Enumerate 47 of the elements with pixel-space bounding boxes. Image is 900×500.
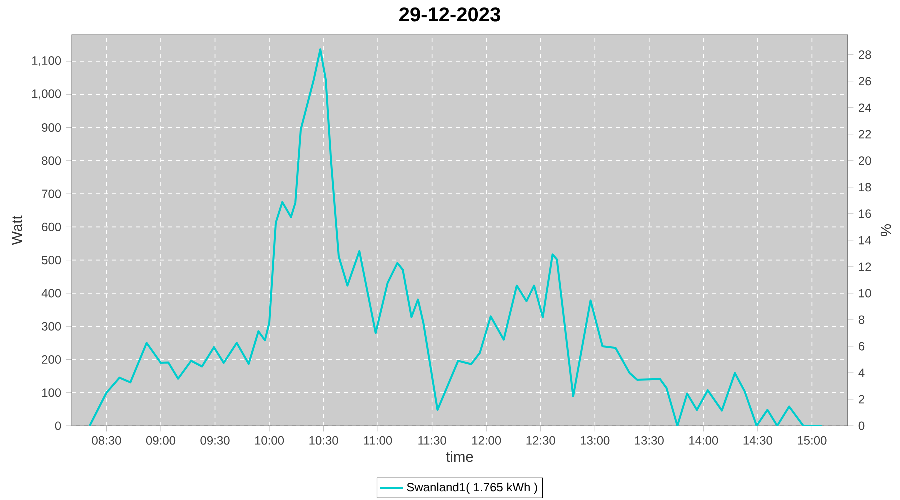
x-tick-label: 14:30 [744, 436, 772, 445]
x-tick-label: 15:00 [798, 436, 827, 445]
line-series [88, 48, 823, 426]
y-tick-label: 0 [55, 422, 62, 430]
y2-tick-label: 26 [859, 77, 872, 86]
y2-tick-label: 28 [859, 50, 872, 60]
y2-tick-label: 12 [859, 262, 872, 272]
y2-tick-label: 10 [859, 289, 872, 298]
x-tick-label: 12:00 [472, 436, 502, 445]
y-tick-label: 600 [42, 222, 62, 232]
y2-tick-label: 24 [859, 104, 872, 112]
y-tick-label: 100 [42, 388, 62, 398]
x-tick-label: 11:00 [364, 436, 392, 445]
chart-title: 29-12-2023 [400, 8, 500, 22]
y-tick-label: 1,000 [32, 90, 62, 100]
y-tick-label: 800 [42, 156, 62, 166]
x-tick-label: 10:30 [310, 436, 338, 445]
x-tick-label: 09:30 [200, 436, 230, 445]
y2-tick-label: 22 [859, 130, 872, 139]
x-tick-label: 11:30 [418, 436, 446, 445]
x-axis-title: time [446, 451, 474, 462]
y-tick-label: 900 [42, 124, 62, 132]
x-tick-label: 13:00 [581, 436, 610, 445]
x-tick-label: 14:00 [690, 436, 718, 445]
y2-tick-label: 6 [859, 342, 865, 351]
x-tick-label: 10:00 [255, 436, 284, 445]
y-axis-title: Watt [12, 216, 22, 246]
y-tick-label: 700 [42, 190, 62, 198]
y-tick-label: 500 [42, 256, 62, 265]
y-tick-label: 200 [42, 355, 62, 364]
y2-tick-label: 4 [858, 368, 865, 378]
y2-tick-label: 2 [859, 395, 864, 404]
y2-tick-label: 20 [859, 156, 872, 166]
y2-tick-label: 8 [858, 316, 865, 324]
x-tick-label: 09:00 [146, 436, 176, 445]
x-tick-label: 08:30 [92, 436, 122, 445]
x-tick-label: 13:30 [635, 436, 664, 445]
y2-tick-label: 0 [858, 422, 865, 430]
y-tick-label: 400 [42, 289, 62, 298]
y2-tick-label: 18 [859, 183, 872, 192]
x-tick-label: 12:30 [526, 436, 556, 445]
legend-label: Swanland1( 1.765 kWh ) [407, 482, 538, 494]
y-tick-label: 1,100 [32, 56, 62, 66]
y-tick-label: 300 [42, 322, 62, 331]
y2-axis-title: % [880, 224, 892, 236]
y2-tick-label: 14 [859, 236, 872, 245]
y2-tick-label: 16 [859, 210, 872, 218]
